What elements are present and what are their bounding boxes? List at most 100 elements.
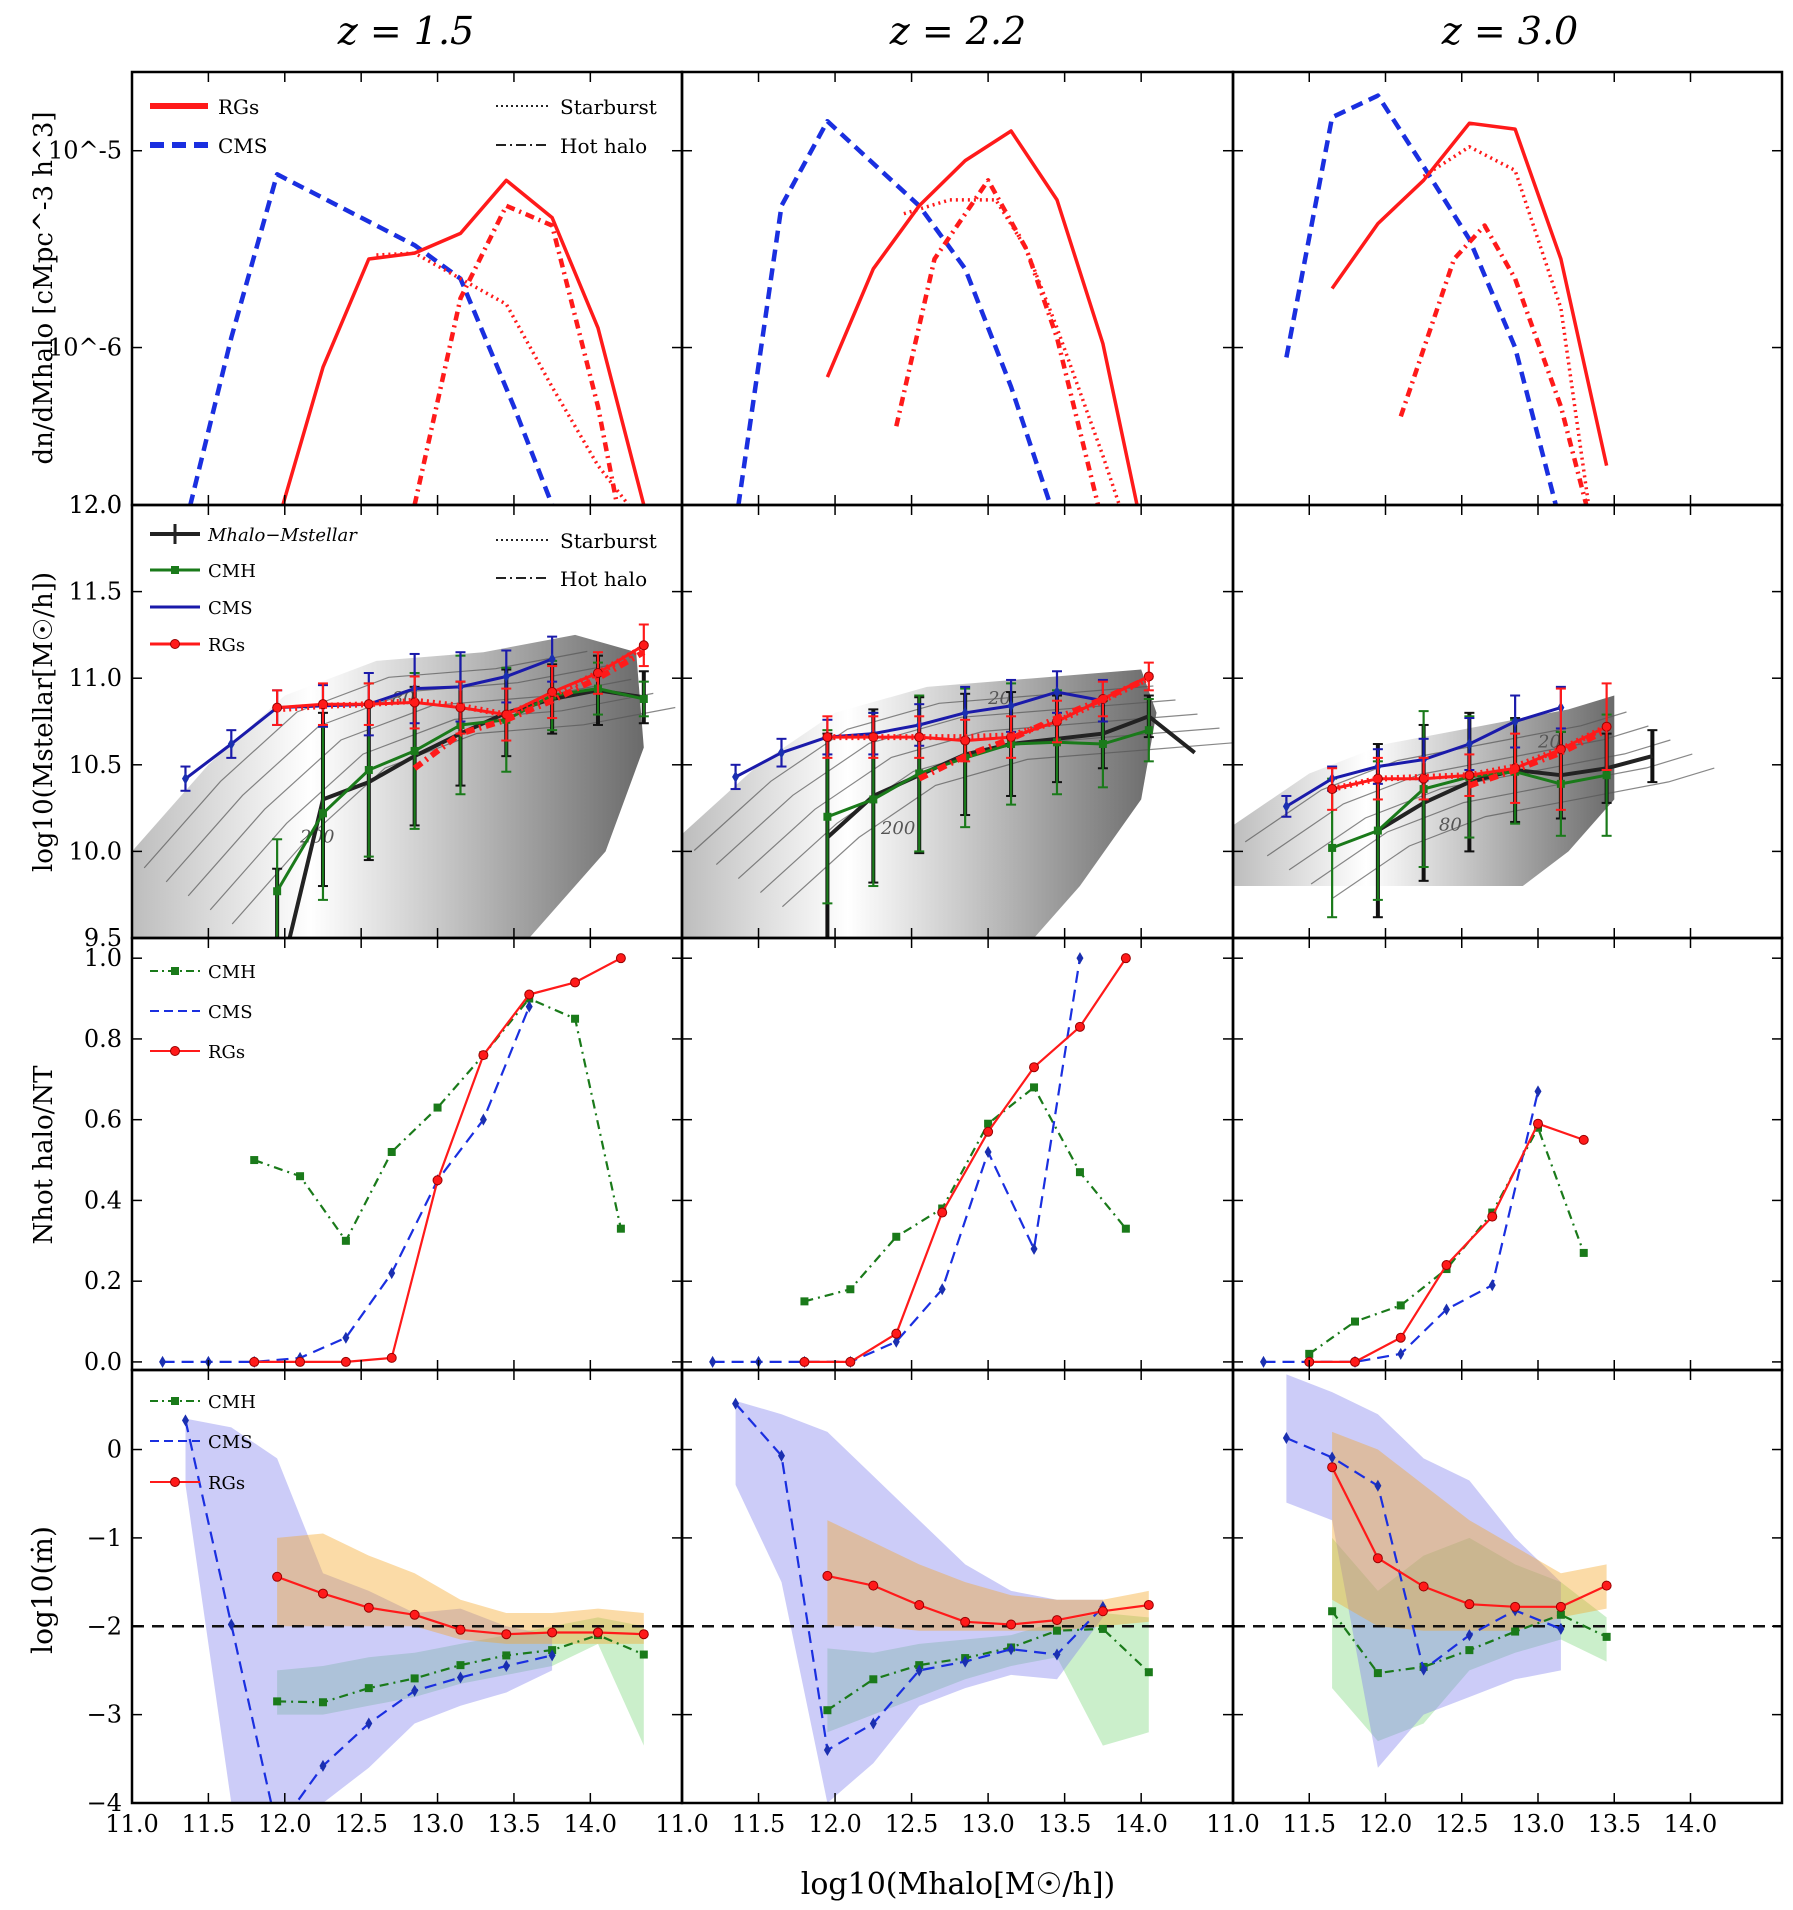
- marker-cms: [1374, 1479, 1382, 1492]
- panel-frame-r0-c2: [1231, 70, 1784, 507]
- legend-cmh2-label: CMH: [208, 561, 256, 582]
- y-tick-label: 11.0: [69, 664, 122, 692]
- marker-rgs: [409, 1609, 420, 1620]
- marker-cmh: [1465, 1646, 1474, 1655]
- marker-cmh: [364, 1684, 373, 1693]
- marker-cms: [1076, 952, 1084, 965]
- marker-rgs: [524, 989, 535, 1000]
- x-tick-label: 13.0: [1511, 1810, 1564, 1838]
- marker-cmh: [1098, 740, 1107, 749]
- marker-cmh: [1373, 1669, 1382, 1678]
- series-rgs: [1309, 1122, 1585, 1364]
- marker-cmh: [869, 1675, 878, 1684]
- series-hothalo: [1398, 223, 1589, 505]
- column-title-z15: z = 1.5: [337, 9, 474, 53]
- marker-cms: [732, 1397, 740, 1410]
- x-tick-label: 13.5: [487, 1810, 540, 1838]
- y-axis-label-row4: log10(ṁ): [26, 1526, 59, 1654]
- series-cmh: [804, 1086, 1127, 1303]
- legend-rgs2-marker: [170, 639, 180, 649]
- y-tick-label: 1.0: [84, 944, 122, 972]
- marker-cms: [227, 1618, 235, 1631]
- density-contour: [143, 650, 588, 869]
- marker-rgs: [638, 1629, 649, 1640]
- contour-label: 20: [1537, 731, 1561, 752]
- y-tick-label: 12.0: [69, 491, 122, 519]
- legend-hothalo-label: Hot halo: [560, 134, 647, 158]
- x-tick-label: 13.5: [1588, 1810, 1641, 1838]
- contour-label: 200: [299, 827, 334, 848]
- series-cms: [188, 172, 555, 505]
- marker-cmh: [1351, 1317, 1359, 1326]
- y-tick-label: −2: [87, 1612, 122, 1640]
- marker-cms: [1328, 1451, 1336, 1464]
- legend-cms4-label: CMS: [208, 1432, 253, 1453]
- y-tick-label: 10^-6: [48, 334, 122, 362]
- density-contour: [737, 713, 1198, 880]
- legend-starburst2-label: Starburst: [560, 529, 657, 553]
- series-starburst: [376, 251, 631, 505]
- marker-cmh: [387, 1147, 396, 1156]
- marker-cmh: [1121, 1224, 1130, 1233]
- marker-rgs: [1555, 1601, 1566, 1612]
- marker-cms: [961, 1655, 969, 1668]
- y-tick-label: −4: [87, 1789, 122, 1817]
- marker-rgs: [1395, 1332, 1406, 1343]
- y-tick-label: 10.5: [69, 751, 122, 779]
- legends: RGs CMS Starburst Hot halo Mhalo−Mstella…: [150, 95, 657, 1494]
- series-hothalo: [412, 649, 646, 771]
- series-hothalo: [917, 675, 1151, 782]
- marker-cms: [342, 1331, 350, 1344]
- series-hothalo: [412, 203, 620, 505]
- marker-cms: [961, 706, 969, 719]
- marker-rgs: [1097, 1606, 1108, 1617]
- marker-rgs: [478, 1050, 489, 1061]
- marker-cms: [456, 1671, 464, 1684]
- marker-rgs: [1464, 1599, 1475, 1610]
- marker-cms: [1511, 715, 1519, 728]
- data-series: [132, 93, 1782, 1803]
- marker-cmh: [318, 809, 327, 818]
- series-cms: [734, 1402, 1104, 1752]
- y-axis-label-row2: log10(Mstellar[M☉/h]): [29, 572, 59, 872]
- marker-cmh: [296, 1172, 305, 1181]
- marker-cmh: [823, 812, 832, 821]
- y-tick-label: 9.5: [84, 924, 122, 952]
- labels: z = 1.5 z = 2.2 z = 3.0 log10(Mhalo[M☉/h…: [26, 9, 1717, 1902]
- x-axis-label: log10(Mhalo[M☉/h]): [801, 1867, 1115, 1902]
- series-rgs: [281, 178, 646, 505]
- y-tick-label: 10.0: [69, 837, 122, 865]
- marker-cms: [709, 1355, 717, 1368]
- x-tick-label: 11.0: [655, 1810, 708, 1838]
- marker-rgs: [1029, 1062, 1040, 1073]
- panel-frame-r0-c1: [680, 70, 1235, 507]
- y-tick-label: 10^-5: [48, 137, 122, 165]
- y-tick-label: 0.2: [84, 1267, 122, 1295]
- marker-cmh: [915, 769, 924, 778]
- legend-hothalo2-label: Hot halo: [560, 567, 647, 591]
- marker-rgs: [1418, 773, 1429, 784]
- contour-label: 20: [987, 688, 1011, 709]
- x-tick-label: 12.0: [258, 1810, 311, 1838]
- marker-cmh: [341, 1236, 350, 1245]
- marker-cms: [732, 770, 740, 783]
- series-cms: [1263, 1091, 1540, 1364]
- marker-rgs: [547, 1627, 558, 1638]
- series-cmh: [253, 997, 622, 1242]
- series-rgs: [804, 957, 1127, 1364]
- x-tick-label: 12.0: [808, 1810, 861, 1838]
- marker-cmh: [1556, 1610, 1565, 1619]
- marker-cms: [1465, 1629, 1473, 1642]
- marker-cms: [984, 1145, 992, 1158]
- marker-cmh: [1144, 726, 1153, 735]
- marker-rgs: [960, 735, 971, 746]
- marker-rgs: [960, 1616, 971, 1627]
- marker-cmh: [410, 746, 419, 755]
- series-rgs: [1330, 121, 1609, 466]
- marker-rgs: [1441, 1260, 1452, 1271]
- marker-cmh: [1328, 1607, 1337, 1616]
- marker-cmh: [1052, 1626, 1061, 1635]
- marker-cms: [892, 1335, 900, 1348]
- marker-rgs: [1578, 1134, 1589, 1145]
